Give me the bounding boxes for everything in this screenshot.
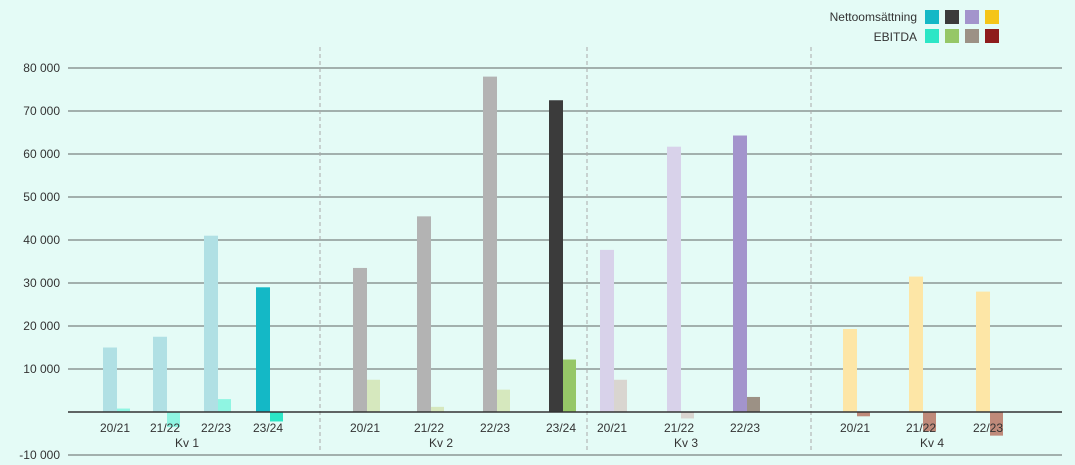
bar-nettoomsattning <box>909 276 923 412</box>
y-tick-label: 70 000 <box>23 104 60 118</box>
bar-ebitda <box>367 379 380 412</box>
legend-swatch-ebitda <box>985 29 999 43</box>
bar-ebitda <box>431 406 444 412</box>
quarter-label: Kv 3 <box>674 436 698 450</box>
bar-ebitda <box>563 359 576 412</box>
y-tick-label: 80 000 <box>23 61 60 75</box>
bar-nettoomsattning <box>417 216 431 412</box>
bar-ebitda <box>218 399 231 412</box>
bar-ebitda <box>270 412 283 422</box>
bar-ebitda <box>990 412 1003 436</box>
quarter-label: Kv 1 <box>175 436 199 450</box>
legend-swatch-nettoomsattning <box>985 10 999 24</box>
bar-ebitda <box>614 379 627 412</box>
x-tick-label: 21/22 <box>906 421 936 435</box>
quarter-label: Kv 4 <box>920 436 944 450</box>
bar-ebitda <box>857 412 870 417</box>
y-tick-label: 60 000 <box>23 147 60 161</box>
bar-ebitda <box>167 412 180 428</box>
bar-nettoomsattning <box>103 347 117 412</box>
x-tick-label: 23/24 <box>546 421 576 435</box>
y-tick-label: 50 000 <box>23 190 60 204</box>
y-tick-label: 10 000 <box>23 362 60 376</box>
legend-swatch-ebitda <box>965 29 979 43</box>
x-tick-label: 21/22 <box>150 421 180 435</box>
x-tick-label: 20/21 <box>840 421 870 435</box>
x-tick-label: 20/21 <box>597 421 627 435</box>
bar-nettoomsattning <box>256 287 270 412</box>
x-tick-label: 21/22 <box>414 421 444 435</box>
bar-nettoomsattning <box>483 76 497 412</box>
legend-swatch-nettoomsattning <box>965 10 979 24</box>
bar-nettoomsattning <box>549 100 563 412</box>
bar-nettoomsattning <box>733 135 747 412</box>
y-tick-label: 20 000 <box>23 319 60 333</box>
axes: -10 000 10 000 20 000 30 000 40 000 50 000 60 … <box>19 61 1062 462</box>
x-tick-label: 22/23 <box>480 421 510 435</box>
bar-ebitda <box>681 412 694 419</box>
legend-swatch-ebitda <box>925 29 939 43</box>
bar-nettoomsattning <box>153 336 167 412</box>
x-tick-label: 20/21 <box>100 421 130 435</box>
bar-nettoomsattning <box>976 291 990 412</box>
bar-nettoomsattning <box>204 235 218 412</box>
bar-ebitda <box>497 389 510 412</box>
bar-nettoomsattning <box>667 146 681 412</box>
legend-swatch-nettoomsattning <box>925 10 939 24</box>
y-tick-label: -10 000 <box>19 448 60 460</box>
y-tick-label: 40 000 <box>23 233 60 247</box>
quarter-label: Kv 2 <box>429 436 453 450</box>
bar-nettoomsattning <box>353 267 367 412</box>
legend-label-nettoomsattning: Nettoomsättning <box>830 10 917 24</box>
x-tick-label: 23/24 <box>253 421 283 435</box>
legend-swatch-ebitda <box>945 29 959 43</box>
bar-ebitda <box>923 412 936 432</box>
bar-ebitda <box>747 396 760 412</box>
bars <box>103 76 1003 436</box>
bar-ebitda <box>117 408 130 412</box>
x-tick-label: 22/23 <box>201 421 231 435</box>
x-tick-label: 22/23 <box>730 421 760 435</box>
y-tick-label: 30 000 <box>23 276 60 290</box>
legend: Nettoomsättning EBITDA <box>830 10 999 44</box>
x-tick-label: 20/21 <box>350 421 380 435</box>
grid <box>68 67 1062 456</box>
legend-swatch-nettoomsattning <box>945 10 959 24</box>
bar-nettoomsattning <box>843 329 857 412</box>
x-tick-label: 21/22 <box>664 421 694 435</box>
quarter-separators <box>319 47 812 452</box>
legend-label-ebitda: EBITDA <box>874 30 917 44</box>
x-tick-label: 22/23 <box>973 421 1003 435</box>
bar-nettoomsattning <box>600 249 614 412</box>
